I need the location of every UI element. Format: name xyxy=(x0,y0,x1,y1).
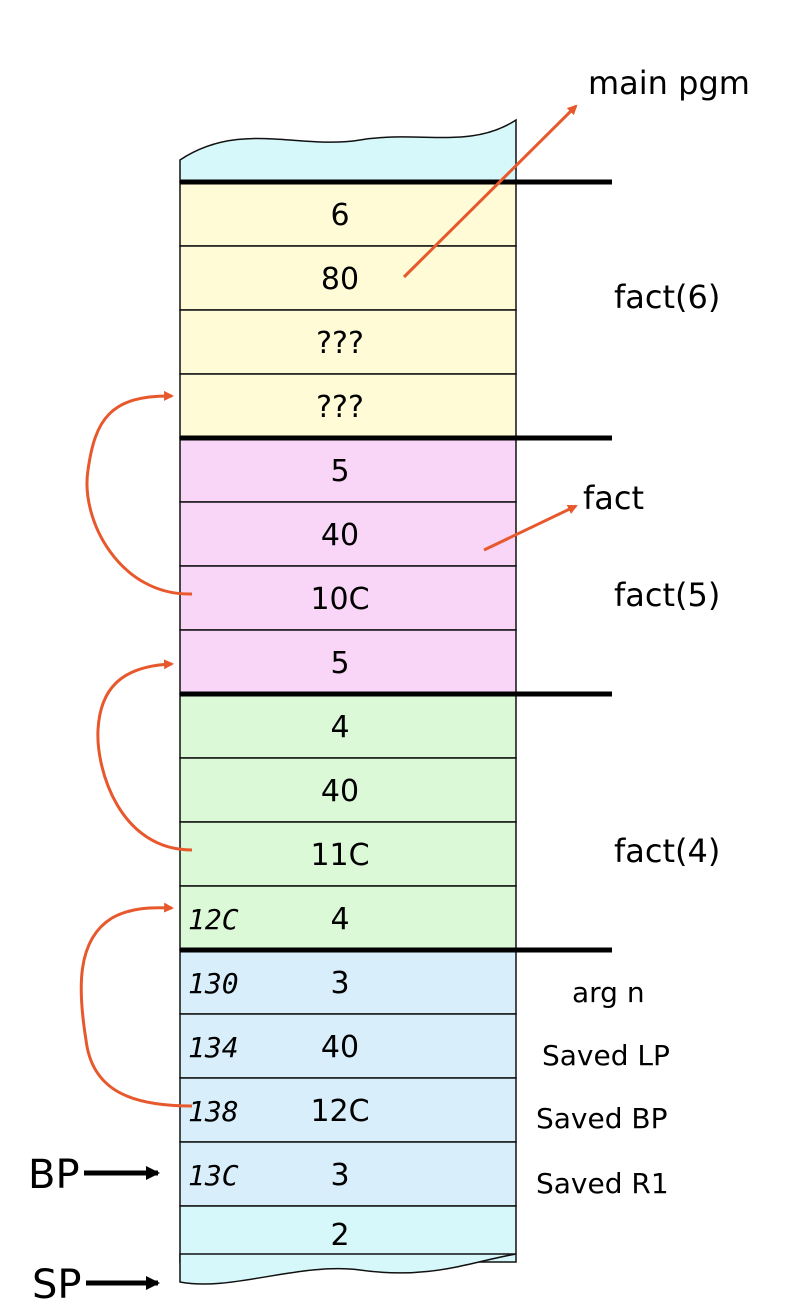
stack-cells: 6 80?????? 5 40 10C 5 4 40 11C 4 12C 3 130 40 134 12C 13… xyxy=(179,181,517,1263)
stack-cell: 3 130 xyxy=(179,949,517,1015)
stack-cell: 3 13C xyxy=(179,1141,517,1207)
frame-label-fact5: fact(5) xyxy=(614,576,720,614)
stack-cell-value: 12C xyxy=(310,1094,369,1129)
stack-cell: 40 134 xyxy=(179,1013,517,1079)
frame-label-fact6: fact(6) xyxy=(614,278,720,316)
stack-cell-bg xyxy=(179,1013,517,1079)
stack-cell-value: 11C xyxy=(310,838,369,873)
field-label-saved-bp: Saved BP xyxy=(536,1102,668,1135)
bp-pointer-label: BP xyxy=(28,1152,80,1198)
stack-cell: 5 xyxy=(179,629,517,695)
stack-cell-bg xyxy=(179,565,517,631)
stack-cell-value: 3 xyxy=(330,1158,349,1193)
stack-cell-value: 4 xyxy=(330,902,349,937)
frame-label-fact4: fact(4) xyxy=(614,832,720,870)
stack-cell-bg xyxy=(179,1205,517,1263)
stack-cell-bg xyxy=(179,1077,517,1143)
field-label-saved-r1: Saved R1 xyxy=(536,1167,669,1200)
stack-cell-value: 40 xyxy=(321,1030,359,1065)
stack-cell: 12C 138 xyxy=(179,1077,517,1143)
stack-cell-bg xyxy=(179,821,517,887)
stack-cell-value: ??? xyxy=(316,390,364,425)
saved-bp-arrow-fact5 xyxy=(85,390,193,596)
stack-cell-address: 13C xyxy=(188,1159,239,1192)
stack-cell-bg xyxy=(179,949,517,1015)
stack-cell-address: 12C xyxy=(188,903,239,936)
stack-cell-address: 138 xyxy=(188,1095,239,1128)
saved-bp-arrow-fact4 xyxy=(96,659,193,852)
stack-cell: 40 xyxy=(179,501,517,567)
stack-cell-value: 80 xyxy=(321,262,359,297)
stack-cell-value: 40 xyxy=(321,518,359,553)
stack-cell-bg xyxy=(179,309,517,375)
label-fact: fact xyxy=(583,479,644,517)
return-arrow-main xyxy=(402,104,578,279)
stack-cell: 4 xyxy=(179,693,517,759)
stack-cell: ??? xyxy=(179,373,517,439)
stack-cell: 5 xyxy=(179,437,517,503)
stack-cell-value: 2 xyxy=(330,1218,349,1253)
stack-cell-value: 3 xyxy=(330,966,349,1001)
stack-cell-value: 5 xyxy=(330,454,349,489)
stack-cell-value: 6 xyxy=(330,198,349,233)
stack-cell-value: 4 xyxy=(330,710,349,745)
stack-cell-address: 130 xyxy=(188,967,239,1000)
stack-bottom-cap xyxy=(179,1253,517,1285)
stack-cell-address: 134 xyxy=(188,1031,239,1064)
stack-cell: 10C xyxy=(179,565,517,631)
stack-cell-bg xyxy=(179,629,517,695)
saved-bp-arrow-current xyxy=(79,902,193,1108)
stack-cell: 80 xyxy=(179,245,517,311)
stack-cell-bg xyxy=(179,1141,517,1207)
stack-cell-bg xyxy=(179,373,517,439)
stack-cell-bg xyxy=(179,501,517,567)
stack-cell: 6 xyxy=(179,181,517,247)
stack-cell-value: 10C xyxy=(310,582,369,617)
stack-cell: 40 xyxy=(179,757,517,823)
sp-pointer-label: SP xyxy=(32,1262,82,1308)
stack-cell-value: 5 xyxy=(330,646,349,681)
stack-cell: 2 xyxy=(179,1205,517,1263)
stack-top-cap xyxy=(179,118,517,183)
field-label-arg-n: arg n xyxy=(572,976,645,1009)
stack-cell: ??? xyxy=(179,309,517,375)
stack-cell: 11C xyxy=(179,821,517,887)
stack-cell: 4 12C xyxy=(179,885,517,951)
stack-cell-bg xyxy=(179,693,517,759)
stack-cell-bg xyxy=(179,181,517,247)
return-arrow-fact xyxy=(483,504,578,552)
stack-cell-value: ??? xyxy=(316,326,364,361)
stack-cell-bg xyxy=(179,885,517,951)
stack-cell-value: 40 xyxy=(321,774,359,809)
label-main-pgm: main pgm xyxy=(588,64,750,102)
field-label-saved-lp: Saved LP xyxy=(542,1039,670,1072)
